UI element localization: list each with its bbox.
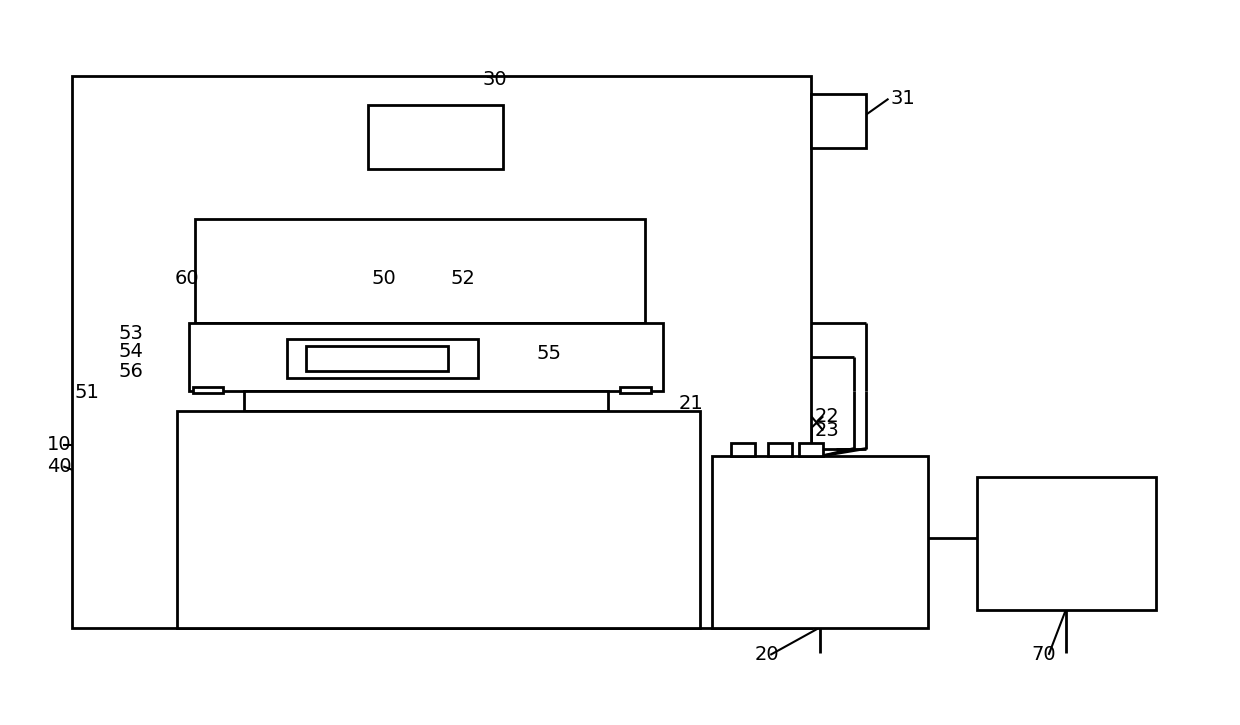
- Text: 70: 70: [1032, 645, 1056, 664]
- Text: 40: 40: [47, 457, 72, 476]
- Text: 55: 55: [536, 344, 562, 362]
- Bar: [244, 392, 608, 411]
- Bar: [192, 387, 223, 393]
- Bar: [188, 323, 663, 392]
- Bar: [195, 219, 645, 323]
- Text: 21: 21: [680, 394, 704, 413]
- Text: 52: 52: [450, 269, 475, 288]
- Bar: [72, 76, 811, 628]
- Text: 31: 31: [892, 89, 915, 108]
- Bar: [288, 339, 479, 378]
- Bar: [176, 411, 701, 628]
- Bar: [730, 443, 755, 456]
- Text: 50: 50: [371, 269, 396, 288]
- Bar: [799, 443, 823, 456]
- Text: 10: 10: [47, 436, 72, 455]
- Text: 56: 56: [119, 362, 144, 381]
- Bar: [367, 104, 503, 169]
- Text: 54: 54: [119, 342, 144, 361]
- Bar: [306, 346, 448, 371]
- Text: 22: 22: [815, 407, 839, 426]
- Text: 53: 53: [119, 324, 144, 344]
- Text: 60: 60: [174, 269, 198, 288]
- Bar: [768, 443, 792, 456]
- Text: 23: 23: [815, 421, 839, 440]
- Text: 20: 20: [754, 645, 779, 664]
- Bar: [811, 94, 867, 147]
- Text: 30: 30: [482, 70, 507, 89]
- Bar: [712, 456, 928, 628]
- Bar: [620, 387, 651, 393]
- Text: 51: 51: [74, 383, 99, 402]
- Bar: [977, 477, 1156, 610]
